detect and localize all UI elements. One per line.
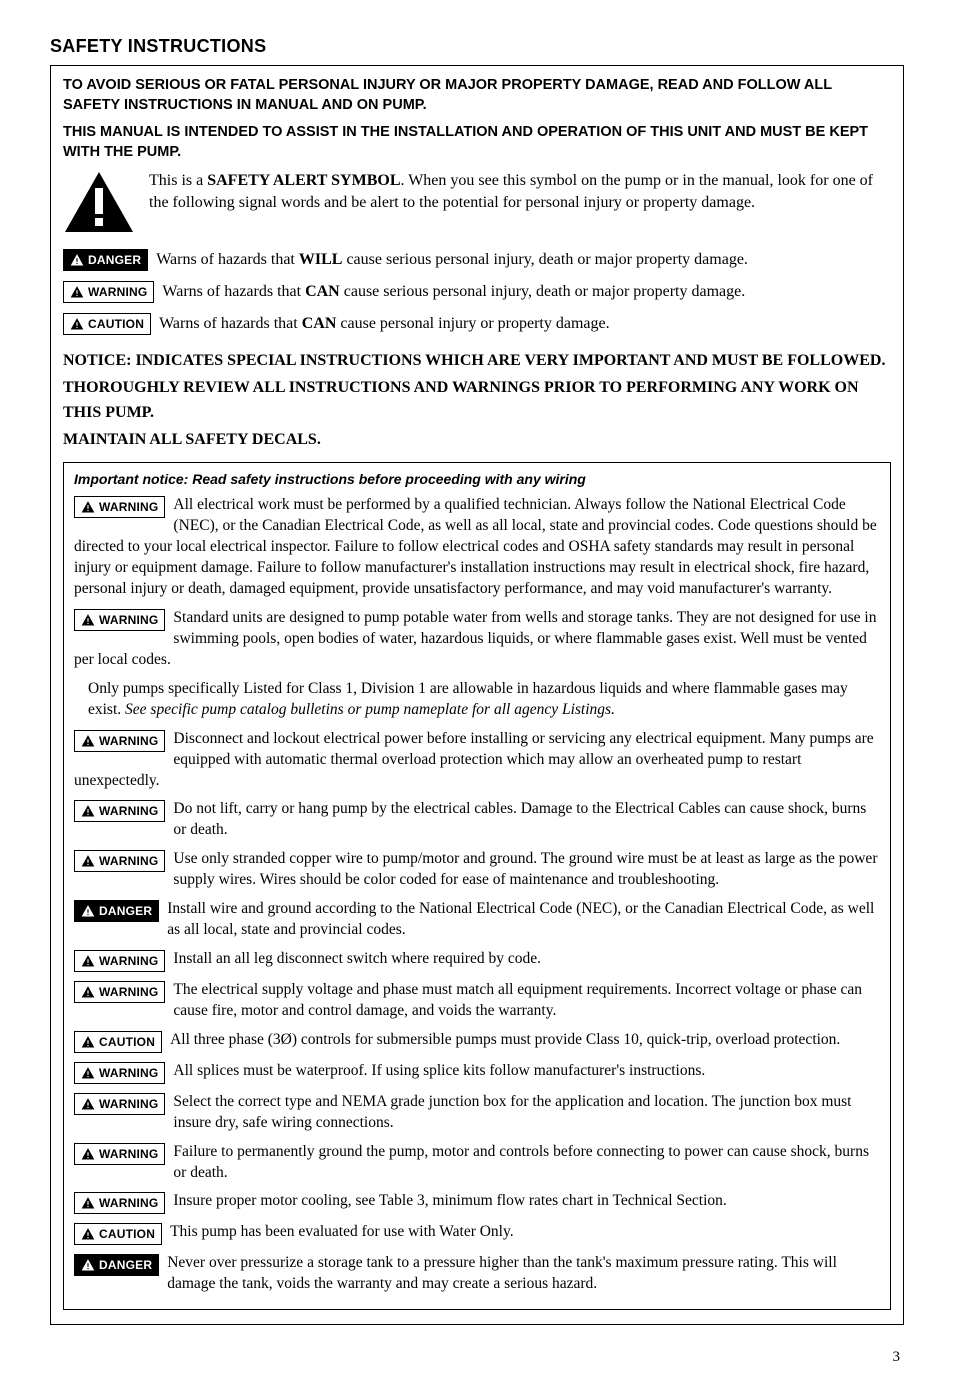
caution-badge: CAUTION <box>74 1031 162 1053</box>
caution-definition-text: Warns of hazards that CAN cause personal… <box>159 313 891 335</box>
warning-triangle-icon <box>81 1035 95 1049</box>
danger-badge: DANGER <box>63 249 148 271</box>
danger-definition-text: Warns of hazards that WILL cause serious… <box>156 249 891 271</box>
warning-triangle-icon <box>81 734 95 748</box>
danger-badge: DANGER <box>74 900 159 922</box>
warning-triangle-icon <box>70 285 84 299</box>
warning-triangle-icon <box>81 904 95 918</box>
safety-item-list: WARNINGAll electrical work must be perfo… <box>74 495 880 1295</box>
safety-item-text: Install wire and ground according to the… <box>167 900 874 938</box>
warning-triangle-icon <box>81 1066 95 1080</box>
warning-triangle-icon <box>81 500 95 514</box>
safety-item: CAUTION All three phase (3Ø) controls for… <box>74 1030 880 1053</box>
safety-item: WARNING The electrical supply voltage and… <box>74 980 880 1022</box>
safety-symbol-text: This is a SAFETY ALERT SYMBOL. When you … <box>149 170 891 213</box>
safety-item: WARNING Do not lift, carry or hang pump b… <box>74 799 880 841</box>
safety-item: WARNING Use only stranded copper wire to … <box>74 849 880 891</box>
warning-badge: WARNING <box>74 1093 165 1115</box>
warning-triangle-icon <box>81 1196 95 1210</box>
safety-item: WARNING Insure proper motor cooling, see … <box>74 1191 880 1214</box>
warning-triangle-icon <box>81 1147 95 1161</box>
notice-block: NOTICE: INDICATES SPECIAL INSTRUCTIONS W… <box>63 349 891 452</box>
safety-alert-icon <box>63 170 149 239</box>
safety-item: DANGER Never over pressurize a storage ta… <box>74 1253 880 1295</box>
safety-item-text: Select the correct type and NEMA grade j… <box>173 1093 851 1131</box>
caution-badge: CAUTION <box>74 1223 162 1245</box>
safety-symbol-row: This is a SAFETY ALERT SYMBOL. When you … <box>63 170 891 239</box>
safety-item: WARNING All splices must be waterproof. I… <box>74 1061 880 1084</box>
safety-item: WARNINGDisconnect and lockout electrical… <box>74 729 880 792</box>
safety-item-text: This pump has been evaluated for use wit… <box>170 1223 514 1240</box>
safety-item: Only pumps specifically Listed for Class… <box>74 679 880 721</box>
caution-badge: CAUTION <box>63 313 151 335</box>
safety-item: WARNING Select the correct type and NEMA … <box>74 1092 880 1134</box>
warning-badge: WARNING <box>74 950 165 972</box>
safety-item-text: Use only stranded copper wire to pump/mo… <box>173 850 877 888</box>
safety-item: DANGER Install wire and ground according … <box>74 899 880 941</box>
safety-item-text: Do not lift, carry or hang pump by the e… <box>173 800 866 838</box>
caution-definition-row: CAUTION Warns of hazards that CAN cause … <box>63 313 891 335</box>
warning-triangle-icon <box>81 613 95 627</box>
safety-item-text: Never over pressurize a storage tank to … <box>167 1254 837 1292</box>
safety-item: WARNINGAll electrical work must be perfo… <box>74 495 880 600</box>
warning-badge: WARNING <box>74 1062 165 1084</box>
danger-badge: DANGER <box>74 1254 159 1276</box>
safety-item: CAUTION This pump has been evaluated for … <box>74 1222 880 1245</box>
warning-triangle-icon <box>70 253 84 267</box>
warning-triangle-icon <box>70 317 84 331</box>
safety-item-text: All splices must be waterproof. If using… <box>173 1062 705 1079</box>
warning-badge: WARNING <box>74 800 165 822</box>
warning-badge: WARNING <box>74 609 165 631</box>
safety-item-text: Disconnect and lockout electrical power … <box>74 730 874 789</box>
warning-triangle-icon <box>81 1258 95 1272</box>
wiring-subheading: Important notice: Read safety instructio… <box>74 471 880 487</box>
intro-paragraph-1: TO AVOID SERIOUS OR FATAL PERSONAL INJUR… <box>63 76 891 115</box>
warning-badge: WARNING <box>74 850 165 872</box>
safety-item-text: All electrical work must be performed by… <box>74 496 877 597</box>
notice-line-3: MAINTAIN ALL SAFETY DECALS. <box>63 428 891 453</box>
safety-item-text: Insure proper motor cooling, see Table 3… <box>173 1192 726 1209</box>
notice-line-2: THOROUGHLY REVIEW ALL INSTRUCTIONS AND W… <box>63 376 891 426</box>
warning-badge: WARNING <box>74 1192 165 1214</box>
warning-triangle-icon <box>81 804 95 818</box>
warning-badge: WARNING <box>74 1143 165 1165</box>
warning-triangle-icon <box>81 1227 95 1241</box>
warning-badge: WARNING <box>74 730 165 752</box>
notice-line-1: NOTICE: INDICATES SPECIAL INSTRUCTIONS W… <box>63 349 891 374</box>
warning-badge: WARNING <box>74 981 165 1003</box>
safety-item-text: The electrical supply voltage and phase … <box>173 981 862 1019</box>
section-title: SAFETY INSTRUCTIONS <box>50 36 904 57</box>
warning-triangle-icon <box>81 954 95 968</box>
signal-word-definitions: DANGER Warns of hazards that WILL cause … <box>63 249 891 335</box>
safety-item-text: All three phase (3Ø) controls for submer… <box>170 1031 840 1048</box>
safety-item: WARNINGStandard units are designed to pu… <box>74 608 880 671</box>
warning-triangle-icon <box>81 985 95 999</box>
safety-item-text: Standard units are designed to pump pota… <box>74 609 876 668</box>
safety-item-text: Failure to permanently ground the pump, … <box>173 1143 869 1181</box>
warning-badge: WARNING <box>63 281 154 303</box>
safety-item-text: Install an all leg disconnect switch whe… <box>173 950 541 967</box>
warning-badge: WARNING <box>74 496 165 518</box>
warning-triangle-icon <box>81 854 95 868</box>
safety-item: WARNING Failure to permanently ground the… <box>74 1142 880 1184</box>
danger-definition-row: DANGER Warns of hazards that WILL cause … <box>63 249 891 271</box>
safety-main-box: TO AVOID SERIOUS OR FATAL PERSONAL INJUR… <box>50 65 904 1325</box>
safety-item: WARNING Install an all leg disconnect swi… <box>74 949 880 972</box>
intro-paragraph-2: THIS MANUAL IS INTENDED TO ASSIST IN THE… <box>63 123 891 162</box>
page-number: 3 <box>50 1349 904 1366</box>
warning-triangle-icon <box>81 1097 95 1111</box>
wiring-safety-box: Important notice: Read safety instructio… <box>63 462 891 1310</box>
warning-definition-text: Warns of hazards that CAN cause serious … <box>162 281 891 303</box>
safety-instructions-page: SAFETY INSTRUCTIONS TO AVOID SERIOUS OR … <box>0 0 954 1396</box>
warning-definition-row: WARNING Warns of hazards that CAN cause … <box>63 281 891 303</box>
